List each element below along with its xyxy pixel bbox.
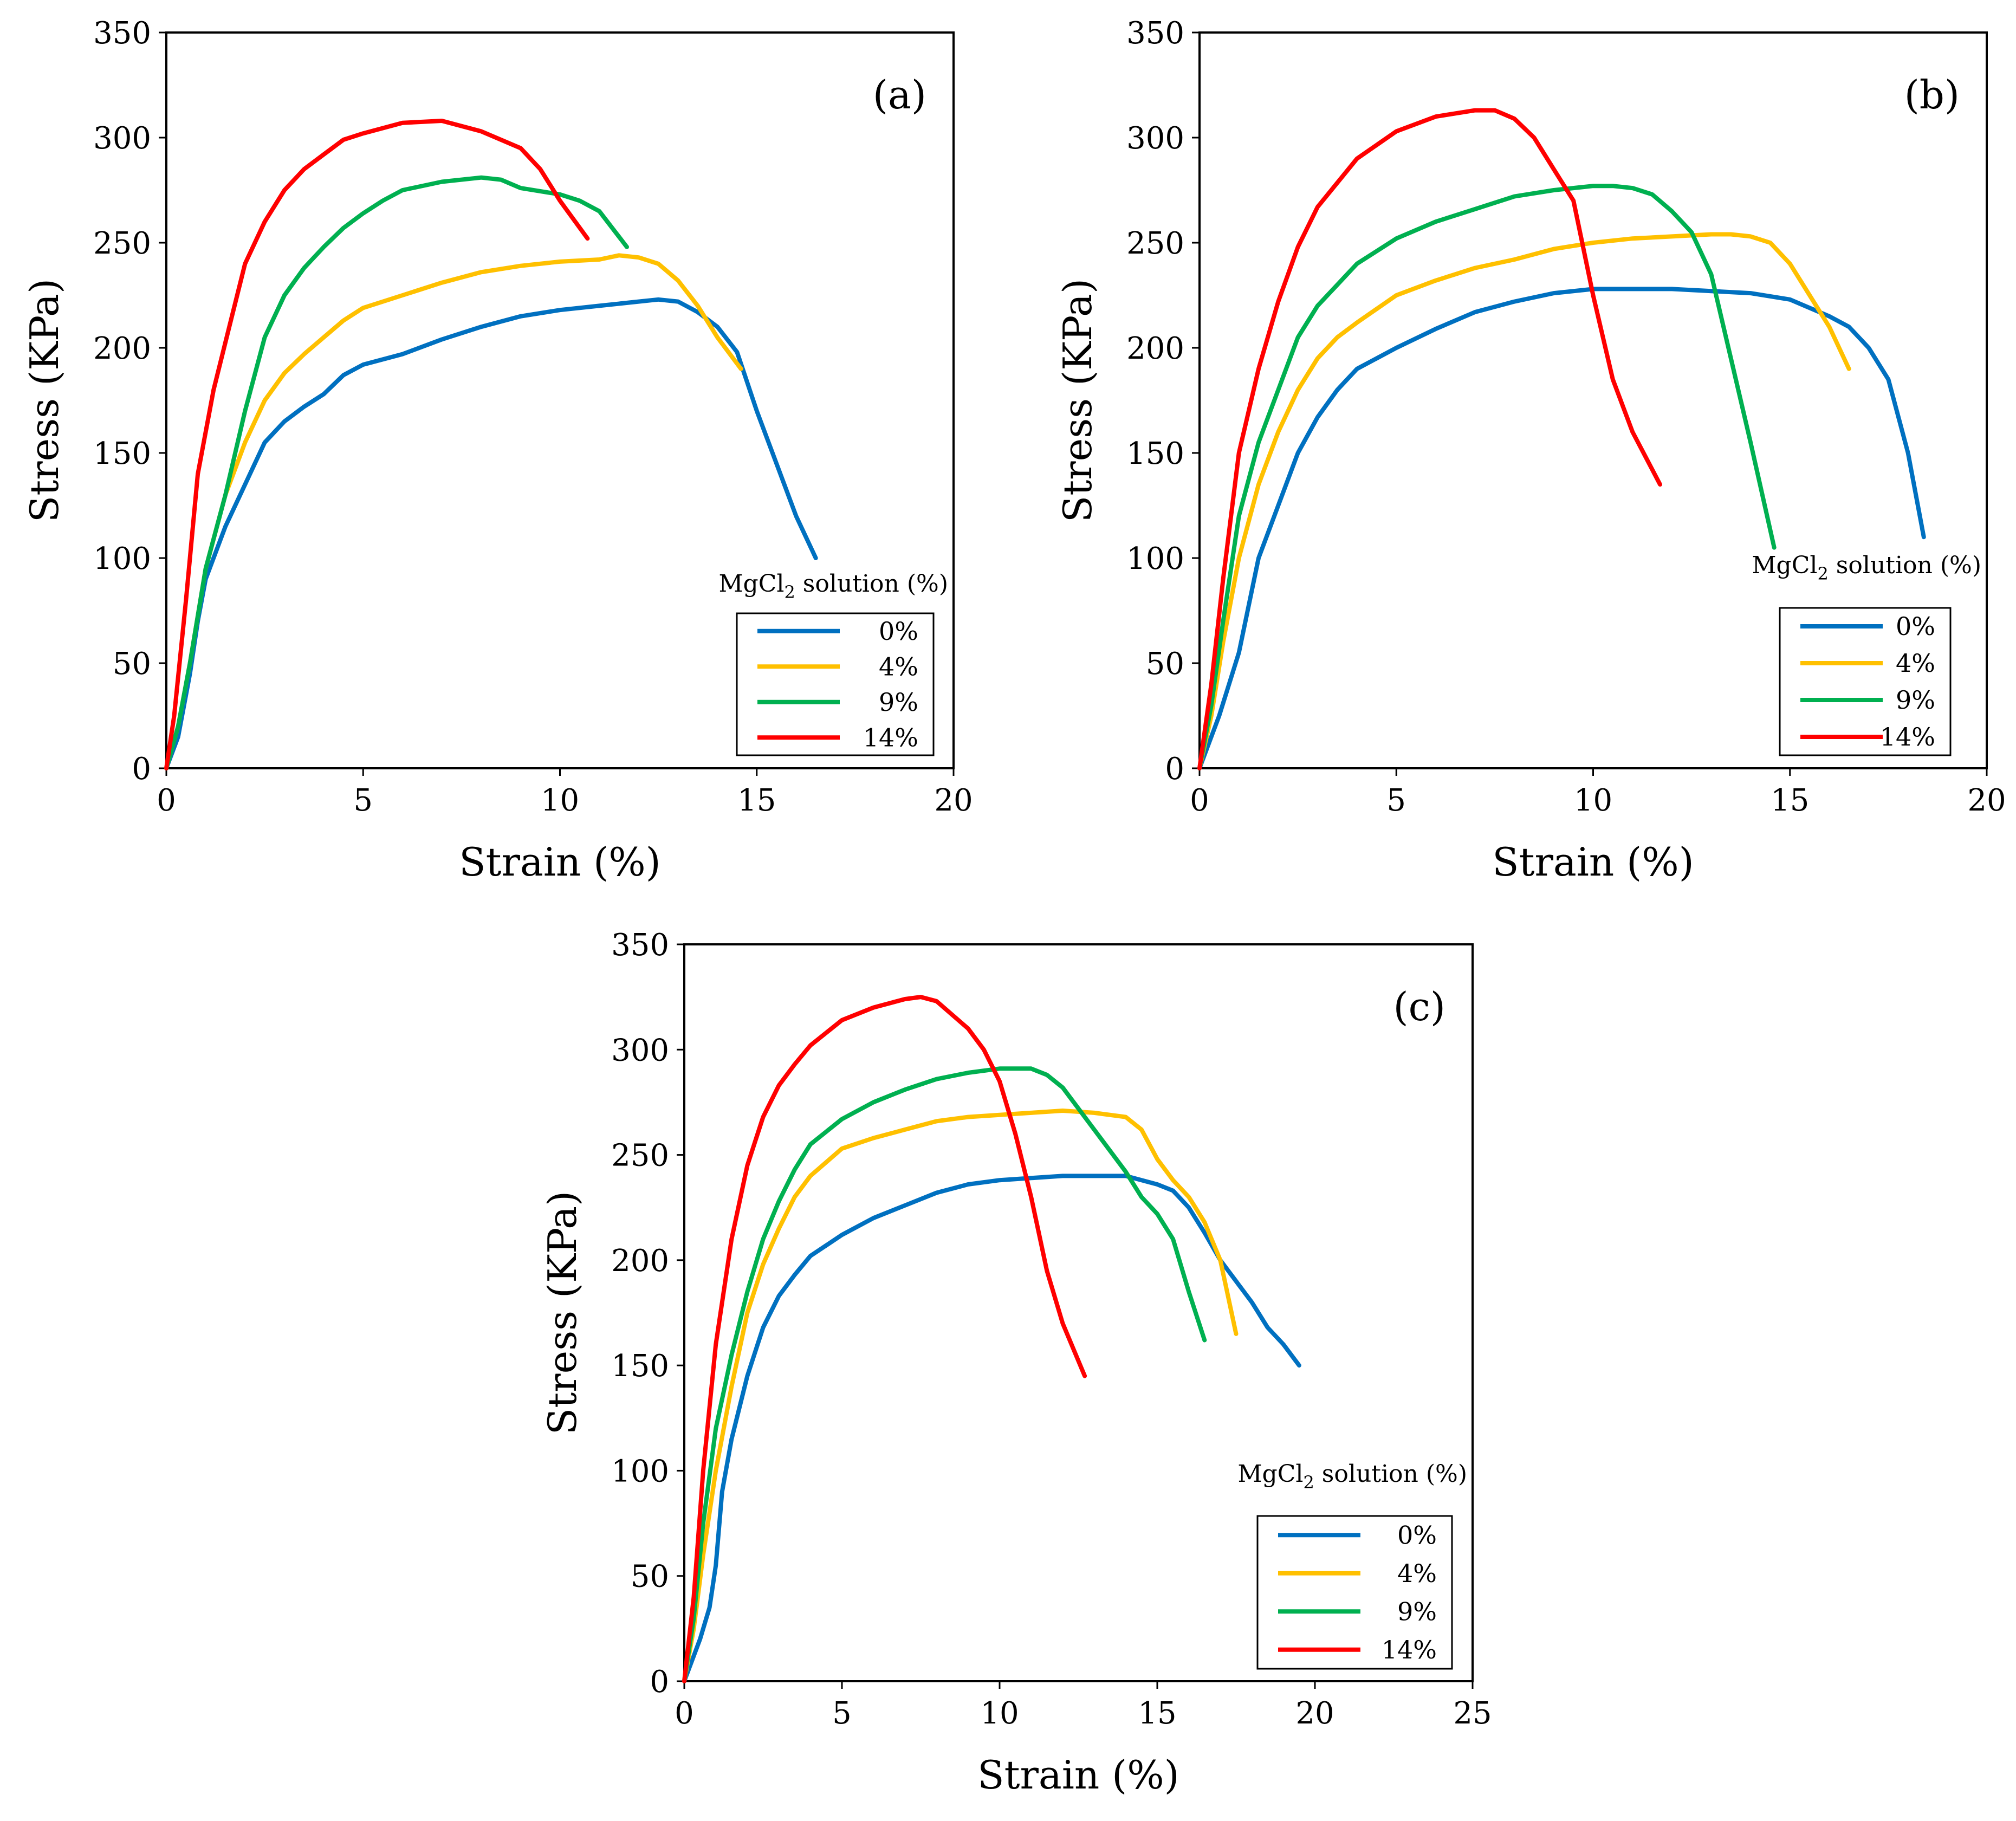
series-line-9pct bbox=[682, 1066, 1207, 1683]
x-tick-label: 10 bbox=[1574, 783, 1612, 818]
y-axis-title: Stress (KPa) bbox=[1055, 278, 1100, 522]
x-tick-label: 5 bbox=[353, 783, 373, 818]
legend-title: MgCl2 solution (%) bbox=[1237, 1460, 1467, 1493]
legend-title-subscript: 2 bbox=[784, 582, 795, 602]
plot-frame bbox=[683, 943, 1474, 1682]
series-line-4pct bbox=[1197, 232, 1851, 770]
y-tick-label: 300 bbox=[93, 121, 151, 156]
legend-label: 0% bbox=[879, 617, 918, 646]
y-tick-label: 50 bbox=[113, 646, 151, 682]
x-tick-label: 5 bbox=[832, 1696, 852, 1731]
y-tick-label: 200 bbox=[93, 331, 151, 366]
y-tick-label: 150 bbox=[611, 1349, 669, 1384]
panel-label: (c) bbox=[1393, 984, 1445, 1029]
y-tick-label: 250 bbox=[611, 1138, 669, 1174]
legend-label: 9% bbox=[1397, 1597, 1437, 1626]
series-line-14pct bbox=[682, 995, 1087, 1683]
series-line-0pct bbox=[164, 297, 818, 770]
series-line-4pct bbox=[682, 1109, 1239, 1683]
panel-label: (a) bbox=[873, 72, 926, 118]
y-tick-label: 350 bbox=[93, 16, 151, 51]
legend-label: 0% bbox=[1896, 612, 1935, 641]
series-line-0pct bbox=[682, 1174, 1301, 1683]
legend-label: 14% bbox=[1382, 1635, 1437, 1664]
x-tick-label: 0 bbox=[675, 1696, 694, 1731]
y-tick-label: 300 bbox=[1126, 121, 1184, 156]
y-tick-label: 200 bbox=[611, 1243, 669, 1279]
chart-panel-c: 0 50 100 150 200 250 300 350 0 5 10 15 20 25 Strain (%… bbox=[540, 928, 1492, 1798]
legend-label: 0% bbox=[1397, 1520, 1437, 1550]
legend-label: 4% bbox=[879, 652, 918, 681]
x-tick-label: 20 bbox=[1967, 783, 2006, 818]
y-tick-label: 250 bbox=[1126, 226, 1184, 261]
y-tick-label: 350 bbox=[1126, 16, 1184, 51]
legend-box bbox=[736, 612, 935, 756]
series-line-0pct bbox=[1197, 287, 1926, 770]
y-tick-label: 0 bbox=[1165, 751, 1184, 787]
y-tick-label: 100 bbox=[611, 1454, 669, 1489]
y-tick-label: 50 bbox=[1146, 646, 1184, 682]
legend-title-subscript: 2 bbox=[1817, 563, 1828, 584]
legend-box bbox=[1256, 1515, 1453, 1670]
series-line-9pct bbox=[164, 175, 629, 770]
x-tick-label: 15 bbox=[1771, 783, 1809, 818]
y-axis-title: Stress (KPa) bbox=[540, 1191, 585, 1435]
y-axis-title: Stress (KPa) bbox=[22, 278, 67, 522]
series-line-4pct bbox=[164, 253, 743, 770]
chart-panel-b: 0 50 100 150 200 250 300 350 0 5 10 15 20 Strain (%) S… bbox=[1055, 16, 2006, 885]
y-tick-label: 100 bbox=[1126, 541, 1184, 576]
legend-title: MgCl2 solution (%) bbox=[1752, 552, 1981, 584]
y-tick-label: 50 bbox=[631, 1559, 669, 1595]
series-line-14pct bbox=[164, 119, 590, 770]
y-tick-label: 150 bbox=[1126, 436, 1184, 471]
legend-title-prefix: MgCl bbox=[1752, 552, 1817, 579]
x-tick-label: 5 bbox=[1386, 783, 1406, 818]
y-tick-label: 0 bbox=[650, 1664, 669, 1700]
x-axis-title: Strain (%) bbox=[977, 1752, 1179, 1798]
x-axis-title: Strain (%) bbox=[1492, 839, 1694, 885]
legend-label: 9% bbox=[879, 688, 918, 717]
legend-label: 4% bbox=[1896, 649, 1935, 678]
y-tick-label: 250 bbox=[93, 226, 151, 261]
series-line-14pct bbox=[1197, 108, 1662, 770]
x-tick-label: 20 bbox=[934, 783, 973, 818]
x-tick-label: 25 bbox=[1453, 1696, 1492, 1731]
legend-title-suffix: solution (%) bbox=[795, 570, 948, 598]
y-tick-label: 350 bbox=[611, 928, 669, 963]
x-axis-title: Strain (%) bbox=[459, 839, 660, 885]
legend-label: 9% bbox=[1896, 685, 1935, 715]
legend-box bbox=[1779, 607, 1952, 756]
legend-title-subscript: 2 bbox=[1303, 1472, 1314, 1493]
legend-title-prefix: MgCl bbox=[718, 570, 784, 598]
x-tick-label: 10 bbox=[541, 783, 579, 818]
x-tick-label: 10 bbox=[980, 1696, 1019, 1731]
x-tick-label: 20 bbox=[1295, 1696, 1334, 1731]
chart-panel-a: 0 50 100 150 200 250 300 350 0 5 10 15 20 Strain (%) S… bbox=[22, 16, 973, 885]
panel-label: (b) bbox=[1904, 72, 1960, 118]
legend-title-prefix: MgCl bbox=[1237, 1460, 1303, 1488]
y-tick-label: 300 bbox=[611, 1033, 669, 1068]
legend-label: 14% bbox=[863, 723, 918, 752]
x-tick-label: 0 bbox=[157, 783, 176, 818]
legend-title: MgCl2 solution (%) bbox=[718, 570, 948, 602]
y-tick-label: 200 bbox=[1126, 331, 1184, 366]
x-tick-label: 15 bbox=[737, 783, 776, 818]
x-tick-label: 0 bbox=[1190, 783, 1209, 818]
legend-label: 4% bbox=[1397, 1559, 1437, 1588]
y-tick-label: 0 bbox=[132, 751, 151, 787]
x-tick-label: 15 bbox=[1138, 1696, 1176, 1731]
series-line-9pct bbox=[1197, 184, 1777, 770]
legend-label: 14% bbox=[1880, 722, 1935, 751]
y-tick-label: 100 bbox=[93, 541, 151, 576]
y-tick-label: 150 bbox=[93, 436, 151, 471]
legend-title-suffix: solution (%) bbox=[1314, 1460, 1467, 1488]
legend-title-suffix: solution (%) bbox=[1829, 552, 1981, 579]
